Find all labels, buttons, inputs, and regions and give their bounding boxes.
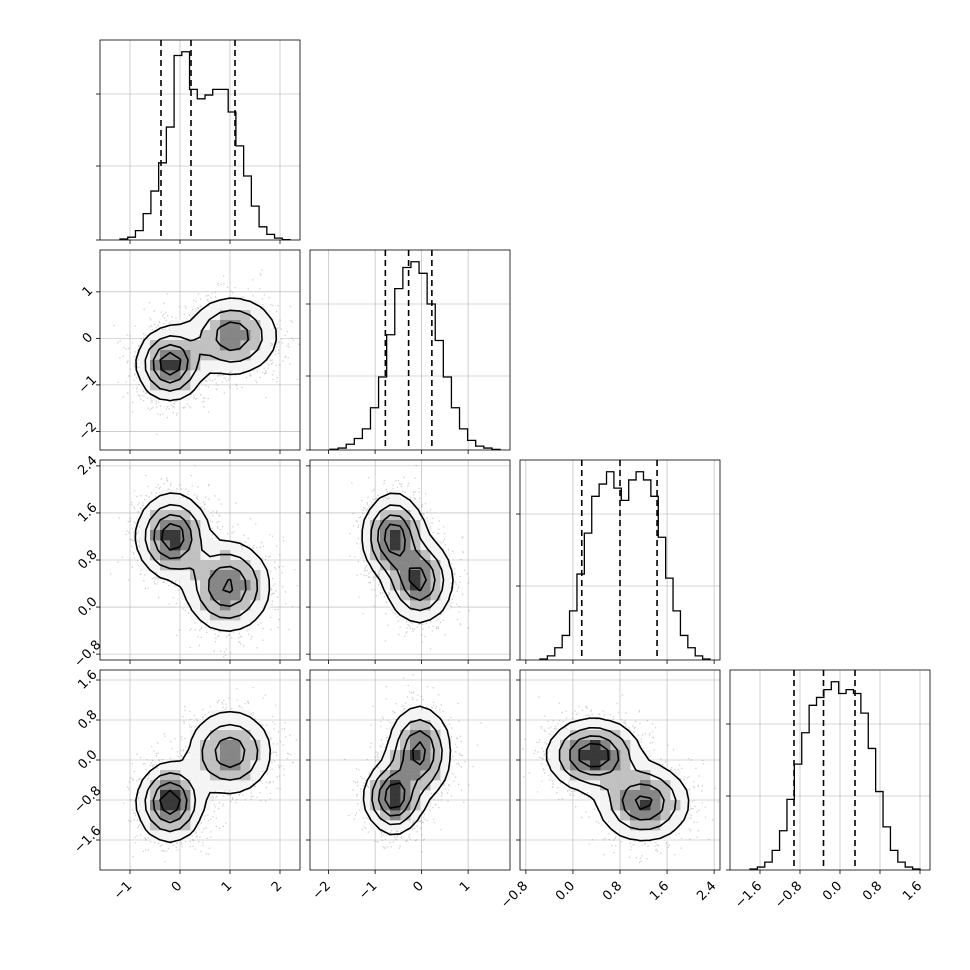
panel-frame: [99, 669, 301, 871]
contour-level-0: [135, 710, 272, 844]
tick-label-x-p2: 0.8: [600, 879, 625, 904]
tick-label-y-p2: 0.8: [75, 547, 100, 572]
contour-level-0: [545, 717, 690, 842]
contour-level-3: [159, 789, 181, 815]
hist-frame-p1: [309, 249, 511, 451]
contour-level-1: [144, 309, 263, 392]
tick-label-x-p1: 0: [410, 879, 426, 895]
tick-label-x-p3: −0.8: [772, 879, 805, 912]
tick-label-x-p3: 0.8: [860, 879, 885, 904]
density-shade-1: [150, 310, 261, 391]
density-shade-0: [140, 710, 271, 841]
contour-level-3: [160, 522, 234, 594]
tick-label-y-p1: 0: [80, 330, 96, 346]
hist-panel-p0: [96, 39, 301, 244]
contour-level-3: [383, 523, 427, 592]
tick-label-x-p2: 1.6: [647, 879, 672, 904]
contour-level-3: [159, 351, 182, 376]
density-shade-2: [150, 740, 241, 821]
contour-level-0: [361, 492, 454, 624]
tick-label-y-p3: 0.0: [75, 747, 100, 772]
hist-panel-p2: [516, 459, 721, 664]
contour-level-3: [578, 742, 653, 811]
contour-level-1: [144, 723, 259, 833]
tick-label-x-p2: 2.4: [694, 879, 719, 904]
contour-level-2: [152, 736, 246, 824]
density-shade-2: [380, 520, 431, 601]
contour-level-2: [569, 735, 665, 821]
hist-p2: [539, 471, 711, 660]
tick-label-x-p3: −1.6: [732, 879, 765, 912]
panel-content: [520, 670, 720, 870]
tick-label-y-p1: −2: [76, 419, 100, 443]
contour-level-2: [152, 321, 250, 384]
tick-label-x-p0: 1: [219, 879, 235, 895]
contour-level-2: [153, 513, 247, 608]
density-shade-2: [570, 740, 661, 821]
panel-content: [100, 460, 300, 660]
density-shade-0: [360, 710, 451, 831]
tick-label-y-p2: 0.0: [75, 594, 100, 619]
density-shade-3: [160, 360, 181, 371]
panel-content: [100, 250, 300, 450]
contour-level-1: [370, 504, 445, 612]
tick-label-x-p1: −2: [310, 879, 334, 903]
panel-content: [310, 460, 510, 660]
scatter-panel-p0-p2: [96, 459, 301, 664]
density-shade-3: [390, 750, 421, 811]
density-shade-3: [580, 740, 651, 811]
panel-content: [310, 670, 510, 870]
panel-frame: [309, 669, 511, 871]
hist-frame-p3: [729, 669, 931, 871]
hist-panel-p3: [726, 669, 931, 874]
panel-content: [100, 670, 300, 870]
tick-label-x-p0: −1: [111, 879, 135, 903]
tick-label-y-p3: 1.6: [75, 667, 100, 692]
panel-frame: [99, 249, 301, 451]
tick-label-x-p0: 0: [169, 879, 185, 895]
contour-level-0: [362, 705, 452, 836]
tick-label-y-p3: 0.8: [75, 707, 100, 732]
contour-level-0: [134, 492, 271, 632]
hist-panel-p1: [306, 249, 511, 454]
density-shade-2: [150, 320, 251, 381]
density-shade-2: [380, 730, 431, 821]
tick-label-x-p1: 1: [457, 879, 473, 895]
tick-label-x-p1: −1: [356, 879, 380, 903]
density-shade-1: [560, 730, 681, 831]
tick-label-y-p1: 1: [80, 284, 96, 300]
density-shade-3: [160, 530, 181, 551]
density-shade-1: [150, 510, 261, 621]
contour-level-2: [377, 729, 435, 817]
scatter-panel-p1-p2: [306, 459, 511, 664]
contour-level-1: [558, 726, 677, 831]
tick-label-x-p2: −0.8: [498, 879, 531, 912]
tick-label-y-p1: −1: [76, 373, 100, 397]
density-shade-3: [390, 530, 421, 591]
tick-label-x-p0: 2: [269, 879, 285, 895]
contour-level-2: [376, 514, 436, 602]
hist-p3: [749, 681, 921, 870]
tick-label-x-p3: 1.6: [900, 879, 925, 904]
hist-p1: [329, 261, 501, 451]
scatter-panel-p0-p3: [96, 669, 301, 874]
contour-level-1: [144, 503, 259, 619]
tick-label-x-p2: 0.0: [553, 879, 578, 904]
tick-label-y-p2: 1.6: [75, 500, 100, 525]
hist-p0: [119, 51, 291, 241]
contour-level-1: [371, 718, 443, 826]
scatter-panel-p0-p1: [96, 249, 301, 454]
tick-label-x-p3: 0.0: [820, 879, 845, 904]
density-shade-2: [150, 520, 251, 611]
tick-label-y-p2: 2.4: [75, 453, 100, 478]
contour-level-0: [135, 297, 278, 402]
hist-frame-p0: [99, 39, 301, 241]
scatter-panel-p1-p3: [306, 669, 511, 874]
contour-level-3: [384, 741, 426, 809]
scatter-panel-p2-p3: [516, 669, 721, 874]
